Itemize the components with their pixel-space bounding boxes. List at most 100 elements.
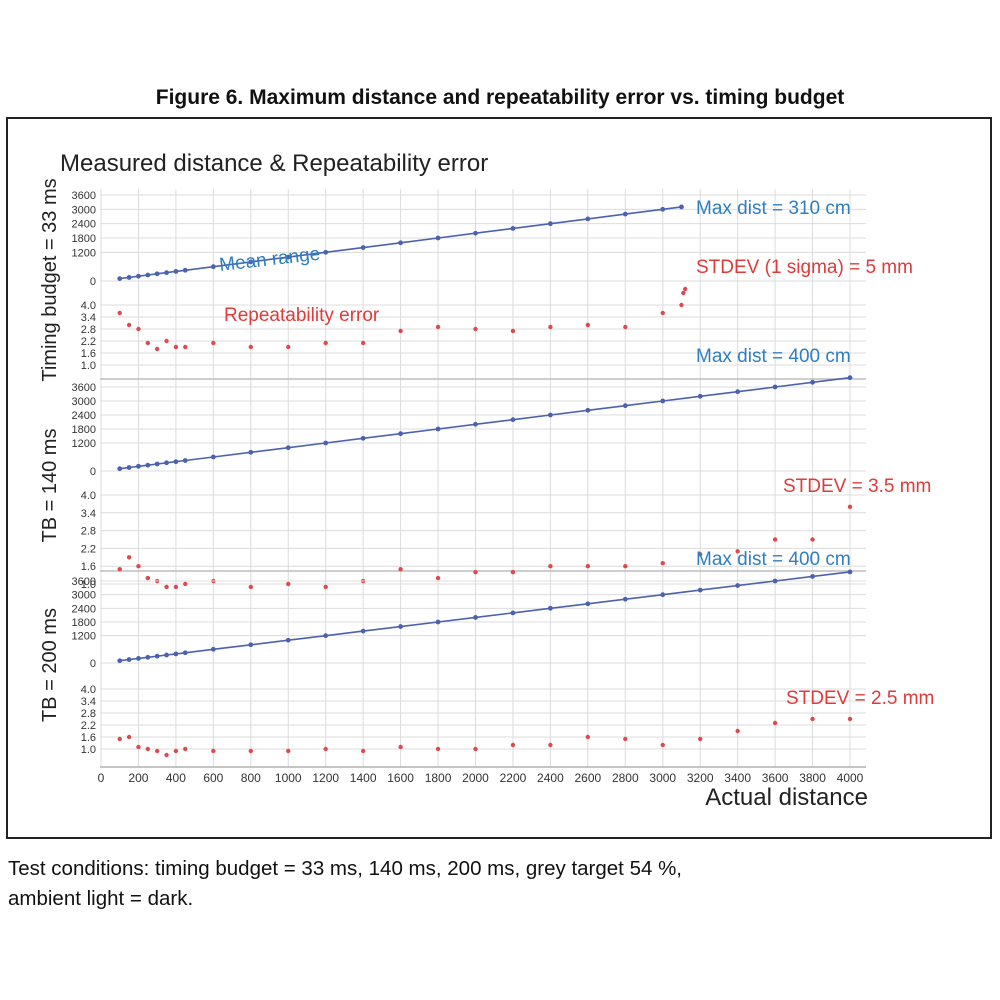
range-point	[145, 272, 151, 278]
range-tick-label: 1800	[72, 424, 96, 436]
error-point	[473, 569, 478, 575]
error-tick-label: 3.4	[81, 696, 96, 708]
range-point	[660, 398, 666, 404]
range-point	[154, 271, 160, 277]
error-point	[164, 752, 169, 758]
error-point	[510, 569, 516, 575]
x-tick-label: 1000	[275, 771, 302, 785]
x-tick-label: 1200	[312, 771, 339, 785]
range-tick-label: 0	[90, 658, 96, 670]
range-series-line	[119, 571, 851, 662]
range-point	[210, 646, 216, 652]
range-point	[810, 574, 815, 579]
error-point	[154, 346, 160, 352]
range-point	[735, 583, 741, 588]
range-point	[285, 637, 291, 643]
error-tick-label: 4.0	[81, 490, 96, 502]
range-point	[360, 628, 366, 634]
error-tick-label: 2.8	[81, 526, 96, 538]
range-point	[154, 653, 160, 659]
range-point	[622, 403, 628, 409]
error-point	[698, 552, 703, 557]
stdev-annotation: STDEV (1 sigma) = 5 mm	[696, 257, 913, 278]
range-point	[660, 592, 666, 598]
range-tick-label: 2400	[72, 603, 96, 615]
panel-3: 3600300024001800120004.03.42.82.21.61.0T…	[39, 549, 934, 768]
error-point	[585, 734, 591, 740]
error-point	[323, 340, 328, 346]
range-point	[435, 426, 441, 432]
range-point	[117, 658, 123, 664]
range-point	[735, 389, 741, 395]
x-tick-label: 200	[128, 771, 148, 785]
range-point	[772, 578, 778, 584]
range-tick-label: 1200	[72, 247, 96, 259]
error-point	[623, 324, 628, 330]
range-point	[126, 465, 132, 470]
error-tick-label: 1.0	[81, 579, 96, 591]
error-point	[679, 302, 684, 308]
error-point	[623, 564, 628, 569]
panel-2: 3600300024001800120004.03.42.82.21.61.0T…	[39, 346, 931, 591]
x-tick-label: 3800	[799, 771, 826, 785]
range-point	[210, 454, 216, 460]
range-point	[398, 431, 403, 437]
error-tick-label: 4.0	[81, 300, 96, 312]
error-point	[435, 746, 441, 752]
error-point	[323, 584, 328, 590]
panel-ylabel: TB = 200 ms	[39, 608, 61, 722]
panels: 3600300024001800120004.03.42.82.21.61.0T…	[39, 178, 934, 768]
error-point	[145, 340, 151, 346]
error-point	[145, 746, 151, 752]
range-point	[473, 615, 478, 620]
error-tick-label: 2.2	[81, 720, 96, 732]
error-tick-label: 1.0	[81, 744, 96, 756]
error-point	[248, 584, 253, 590]
error-point	[681, 290, 686, 296]
range-point	[622, 211, 628, 217]
error-tick-label: 2.2	[81, 336, 96, 348]
error-point	[473, 746, 478, 752]
range-tick-label: 3600	[72, 382, 96, 394]
error-point	[360, 340, 366, 346]
range-tick-label: 3000	[72, 204, 96, 216]
x-tick-label: 400	[166, 771, 186, 785]
range-point	[117, 466, 123, 472]
range-tick-label: 3000	[72, 396, 96, 408]
range-point	[323, 249, 329, 255]
error-point	[164, 584, 169, 590]
error-point	[323, 746, 328, 752]
error-point	[248, 748, 253, 754]
error-point	[398, 328, 403, 334]
error-point	[126, 555, 132, 560]
range-point	[210, 264, 216, 270]
range-point	[398, 624, 403, 629]
test-conditions-line-2: ambient light = dark.	[8, 887, 194, 910]
figure-caption: Figure 6. Maximum distance and repeatabi…	[155, 86, 845, 109]
range-tick-label: 3000	[72, 590, 96, 602]
error-point	[847, 716, 853, 722]
range-point	[164, 270, 169, 276]
range-point	[182, 267, 188, 273]
error-point	[735, 549, 740, 554]
x-tick-label: 3200	[687, 771, 714, 785]
x-tick-label: 2000	[462, 771, 489, 785]
error-point	[136, 744, 141, 750]
x-tick-label: 800	[241, 771, 261, 785]
range-point	[697, 393, 703, 399]
range-point	[679, 204, 684, 210]
error-point	[623, 736, 628, 742]
error-point	[164, 338, 169, 344]
error-tick-label: 1.0	[81, 360, 96, 372]
range-point	[360, 245, 366, 250]
error-point	[117, 566, 122, 572]
error-point	[585, 564, 591, 569]
error-point	[398, 744, 403, 750]
error-point	[136, 564, 141, 569]
error-tick-label: 1.6	[81, 561, 96, 573]
range-point	[398, 240, 403, 246]
error-point	[286, 344, 291, 350]
error-tick-label: 1.6	[81, 348, 96, 360]
range-point	[248, 259, 254, 265]
stdev-annotation: STDEV = 3.5 mm	[783, 476, 931, 497]
